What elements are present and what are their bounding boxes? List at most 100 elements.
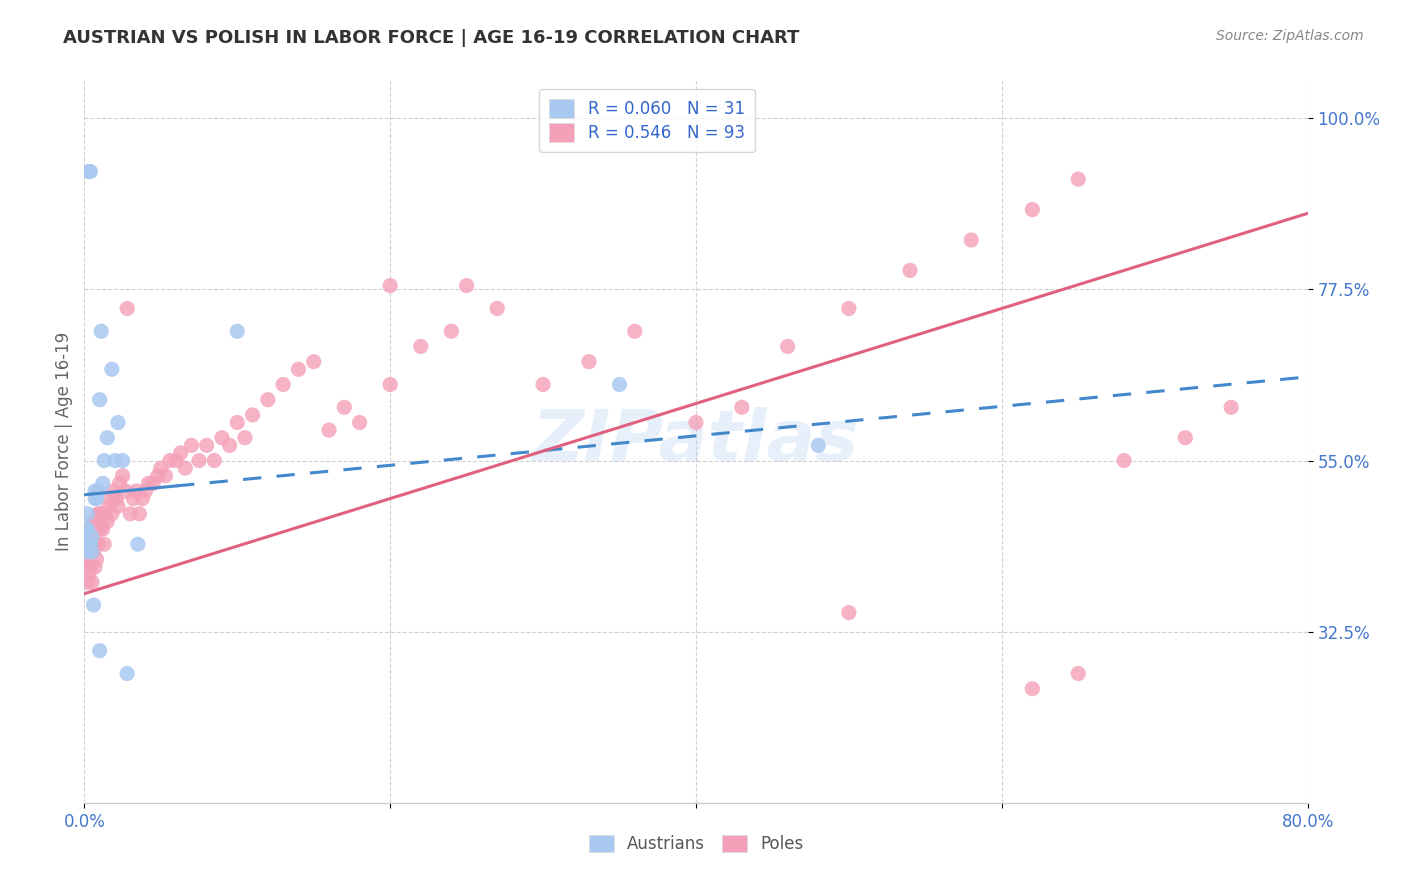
Point (226, 416, 249, 430)
Point (79, 537, 101, 551)
Point (86, 522, 108, 536)
Point (233, 431, 256, 445)
Point (1067, 666, 1090, 681)
Point (624, 324, 647, 338)
Point (115, 301, 138, 316)
Y-axis label: In Labor Force | Age 16-19: In Labor Force | Age 16-19 (55, 332, 73, 551)
Point (195, 438, 218, 452)
Point (105, 491, 128, 506)
Point (120, 507, 142, 521)
Point (380, 377, 402, 392)
Point (84, 560, 107, 574)
Point (87, 483, 110, 498)
Point (94, 507, 117, 521)
Point (93, 453, 115, 467)
Text: AUSTRIAN VS POLISH IN LABOR FORCE | AGE 16-19 CORRELATION CHART: AUSTRIAN VS POLISH IN LABOR FORCE | AGE … (63, 29, 800, 46)
Point (93, 537, 115, 551)
Point (91, 522, 114, 536)
Point (83, 545, 105, 559)
Point (107, 416, 129, 430)
Point (155, 468, 177, 483)
Point (242, 408, 264, 422)
Point (80, 575, 103, 590)
Point (96, 431, 118, 445)
Point (76, 575, 98, 590)
Point (142, 476, 165, 491)
Point (135, 483, 157, 498)
Point (149, 461, 172, 475)
Point (114, 483, 136, 498)
Point (77, 537, 100, 551)
Point (84, 483, 107, 498)
Point (609, 377, 631, 392)
Point (807, 438, 830, 452)
Point (128, 507, 150, 521)
Point (440, 324, 463, 338)
Point (90, 515, 112, 529)
Point (76, 545, 98, 559)
Text: Source: ZipAtlas.com: Source: ZipAtlas.com (1216, 29, 1364, 43)
Point (776, 339, 799, 353)
Point (80, 537, 103, 551)
Point (333, 401, 356, 415)
Point (86, 552, 108, 566)
Point (75, 560, 97, 574)
Point (90, 324, 112, 338)
Point (98, 491, 121, 506)
Point (456, 278, 478, 293)
Point (79, 545, 101, 559)
Point (76, 507, 98, 521)
Point (107, 499, 129, 513)
Point (1220, 401, 1243, 415)
Point (75, 537, 97, 551)
Point (1021, 681, 1043, 696)
Point (1174, 431, 1197, 445)
Point (146, 468, 169, 483)
Point (79, 560, 101, 574)
Point (101, 507, 124, 521)
Point (302, 354, 325, 368)
Point (75, 522, 97, 536)
Point (211, 431, 233, 445)
Point (96, 515, 118, 529)
Point (89, 522, 111, 536)
Point (174, 461, 197, 475)
Point (83, 598, 105, 612)
Point (1114, 453, 1136, 467)
Point (380, 278, 402, 293)
Point (77, 164, 100, 178)
Point (138, 476, 160, 491)
Point (125, 483, 148, 498)
Point (89, 643, 111, 657)
Point (180, 438, 202, 452)
Point (226, 324, 249, 338)
Point (287, 362, 309, 376)
Point (685, 416, 707, 430)
Point (77, 552, 100, 566)
Point (170, 446, 193, 460)
Point (202, 453, 225, 467)
Point (76, 545, 98, 559)
Point (898, 263, 921, 277)
Point (97, 499, 120, 513)
Point (86, 491, 108, 506)
Point (115, 666, 138, 681)
Point (111, 468, 134, 483)
Point (531, 377, 554, 392)
Point (80, 545, 103, 559)
Point (486, 301, 509, 316)
Point (1067, 172, 1090, 186)
Legend: Austrians, Poles: Austrians, Poles (582, 828, 810, 860)
Point (188, 453, 211, 467)
Point (111, 453, 134, 467)
Point (83, 530, 105, 544)
Point (84, 515, 107, 529)
Point (838, 301, 860, 316)
Point (838, 606, 860, 620)
Point (91, 476, 114, 491)
Point (731, 401, 754, 415)
Point (84, 491, 107, 506)
Point (91, 507, 114, 521)
Point (108, 476, 131, 491)
Point (578, 354, 600, 368)
